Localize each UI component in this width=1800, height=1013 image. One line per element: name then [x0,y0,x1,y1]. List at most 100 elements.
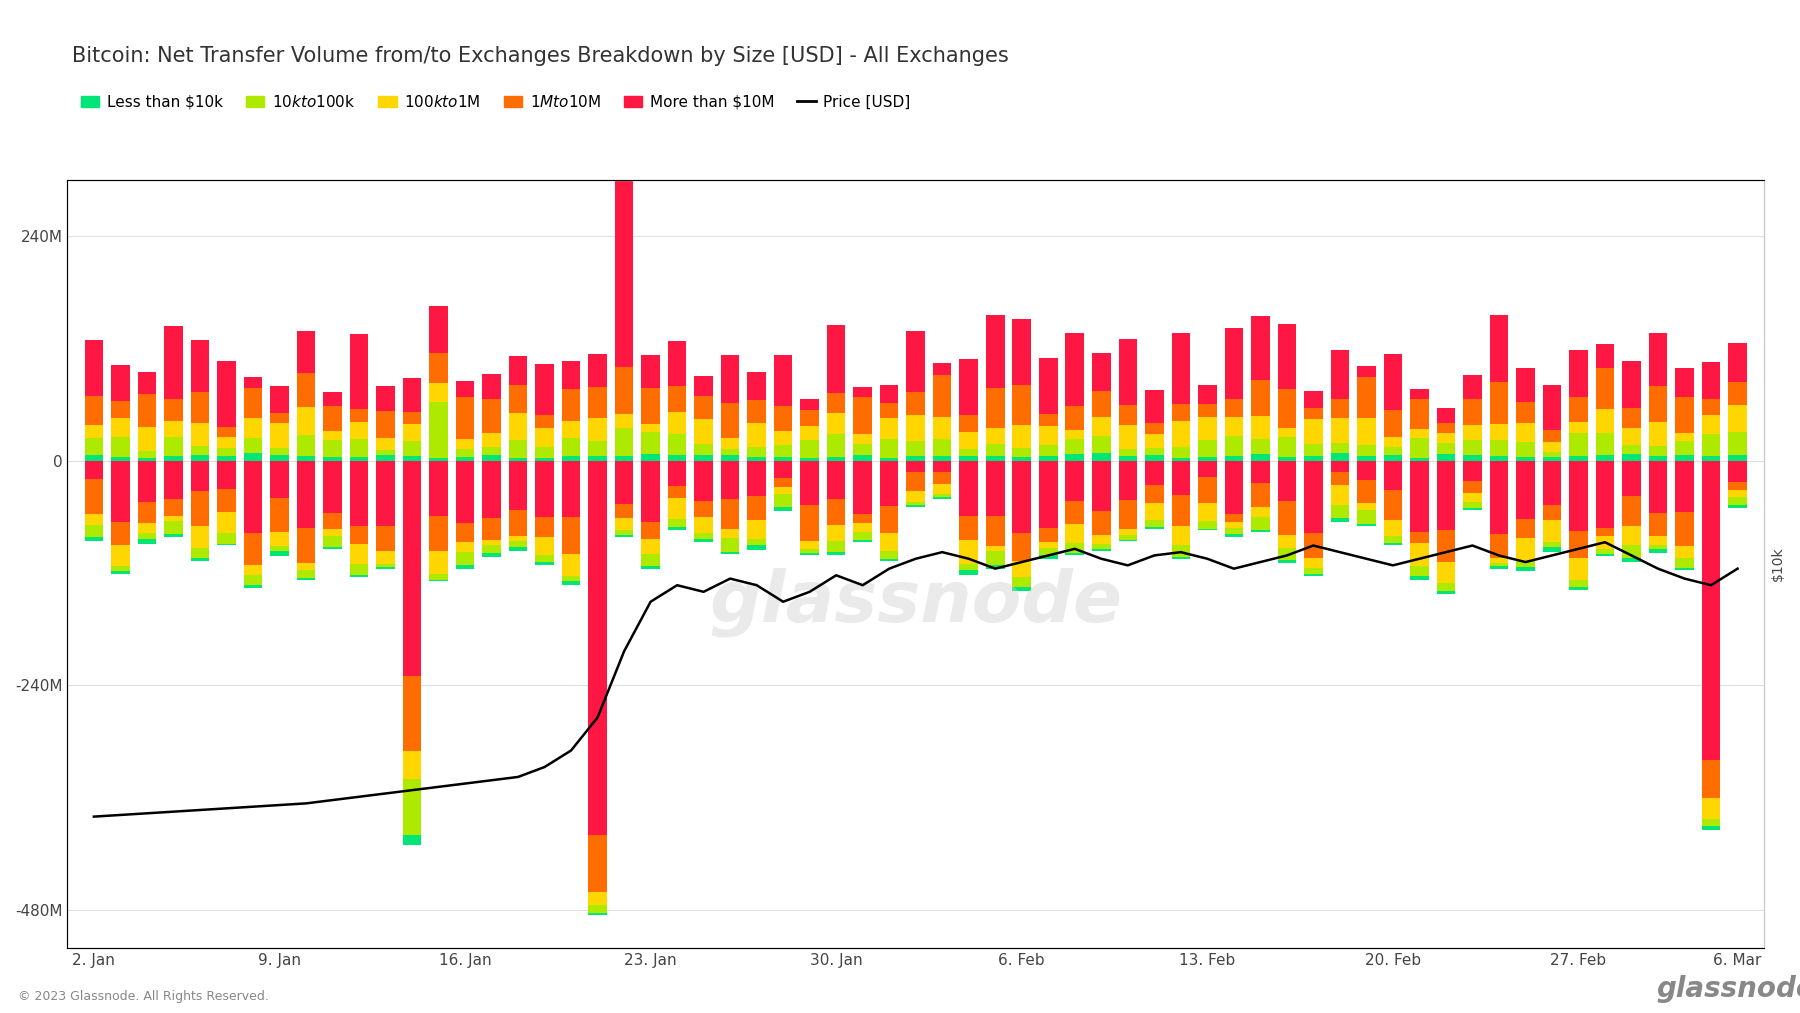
Bar [801,425,819,440]
Bar [1303,419,1323,444]
Bar [1701,819,1721,827]
Bar [853,435,871,444]
Bar [243,418,263,438]
Bar [243,574,263,586]
Bar [1012,448,1031,457]
Bar [1516,457,1535,461]
Bar [1384,536,1402,543]
Bar [1357,418,1375,445]
Bar [562,576,580,581]
Bar [1543,461,1561,505]
Bar [270,386,288,412]
Bar [616,456,634,461]
Bar [1357,502,1375,510]
Bar [907,461,925,472]
Bar [1357,480,1375,502]
Bar [1118,425,1138,450]
Bar [1251,380,1269,416]
Bar [932,417,952,439]
Bar [986,457,1004,461]
Bar [1303,391,1323,408]
Bar [1436,591,1454,594]
Bar [376,563,394,566]
Bar [720,461,740,498]
Bar [1597,537,1615,549]
Bar [932,457,952,461]
Bar [959,516,977,540]
Bar [932,483,952,493]
Bar [774,478,792,486]
Bar [1597,344,1615,368]
Bar [1570,457,1588,461]
Bar [1039,426,1058,446]
Bar [85,424,103,438]
Bar [1622,407,1642,428]
Bar [1145,422,1163,434]
Bar [428,459,448,461]
Bar [1409,543,1429,566]
Bar [535,415,554,427]
Bar [986,388,1004,427]
Bar [1039,358,1058,413]
Bar [1330,472,1350,485]
Bar [1409,576,1429,579]
Bar [137,427,157,451]
Bar [1384,489,1402,520]
Bar [801,542,819,549]
Bar [218,512,236,533]
Bar [720,539,740,552]
Bar [1199,477,1217,503]
Bar [403,456,421,461]
Bar [1012,533,1031,560]
Bar [1543,547,1561,552]
Bar [112,457,130,461]
Bar [1039,528,1058,542]
Bar [1012,319,1031,385]
Bar [270,461,288,498]
Bar [1224,436,1244,457]
Bar [1278,427,1296,437]
Bar [1463,493,1481,502]
Bar [1490,461,1508,535]
Bar [509,458,527,461]
Bar [668,455,686,461]
Bar [1384,456,1402,461]
Bar [1649,456,1667,461]
Bar [1384,543,1402,545]
Bar [243,586,263,589]
Bar [986,461,1004,517]
Bar [112,417,130,437]
Bar [1172,545,1190,557]
Bar [349,439,369,457]
Bar [1676,513,1694,546]
Bar [880,458,898,461]
Bar [1570,421,1588,434]
Bar [747,539,767,545]
Bar [1012,461,1031,533]
Bar [1357,524,1375,526]
Bar [428,402,448,459]
Bar [880,506,898,534]
Bar [959,414,977,432]
Bar [455,542,475,551]
Bar [907,441,925,457]
Bar [1093,354,1111,391]
Bar [1516,567,1535,570]
Bar [1676,546,1694,558]
Bar [747,372,767,400]
Bar [297,435,315,456]
Bar [535,427,554,447]
Bar [801,549,819,552]
Bar [932,439,952,457]
Bar [482,399,500,434]
Bar [1303,558,1323,568]
Bar [747,520,767,539]
Bar [668,519,686,527]
Bar [1543,457,1561,461]
Bar [482,518,500,540]
Bar [853,532,871,540]
Bar [562,439,580,456]
Bar [376,438,394,450]
Bar [1490,382,1508,424]
Bar [932,493,952,496]
